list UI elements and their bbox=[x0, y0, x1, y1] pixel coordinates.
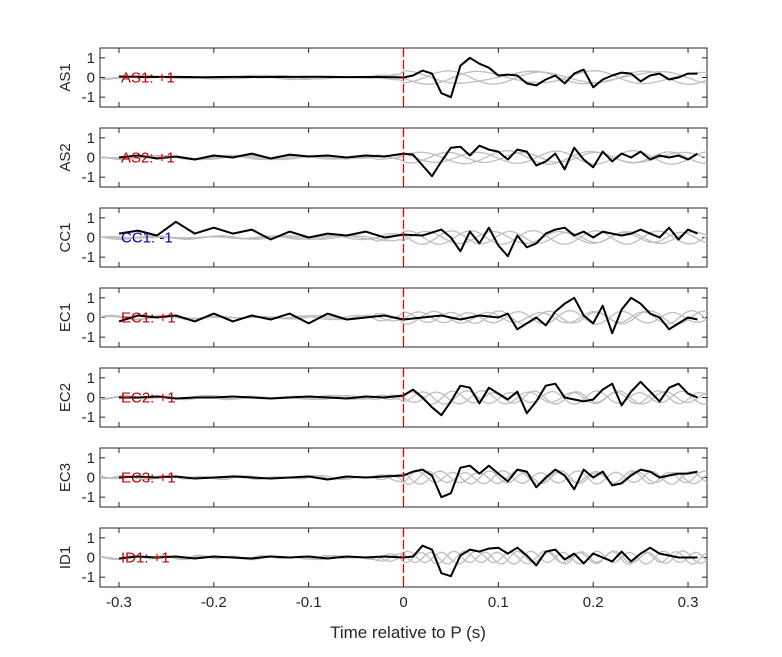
main-trace bbox=[118, 544, 698, 578]
panel-ec3: 1 0 -1 EC3 EC3: +1 bbox=[57, 447, 708, 508]
y-axis-label: AS1 bbox=[57, 63, 74, 91]
y-tick-label: 1 bbox=[87, 370, 95, 387]
panel-plot-area bbox=[100, 288, 707, 347]
main-trace bbox=[119, 380, 698, 417]
polarity-annotation: EC1: +1 bbox=[121, 310, 176, 327]
panel-ec1: 1 0 -1 EC1 EC1: +1 bbox=[57, 287, 708, 348]
x-tick-label: -0.2 bbox=[201, 594, 227, 611]
y-tick-label: 0 bbox=[87, 230, 95, 247]
panel-as1: 1 0 -1 AS1 AS1: +1 bbox=[57, 47, 708, 108]
y-tick-label: 1 bbox=[87, 130, 95, 147]
y-tick-label: 1 bbox=[87, 450, 95, 467]
main-trace bbox=[118, 144, 699, 178]
y-tick-label: -1 bbox=[82, 89, 95, 106]
panel-plot-area bbox=[100, 528, 707, 587]
y-tick-label: -1 bbox=[82, 569, 95, 586]
x-axis: -0.3 -0.2 -0.1 0 0.1 0.2 0.3 bbox=[106, 594, 698, 611]
panel-plot-area bbox=[100, 48, 707, 107]
polarity-annotation: AS1: +1 bbox=[121, 70, 175, 87]
panels-layer: 1 0 -1 AS1 AS1: +1 1 0 -1 AS2 AS2: +1 1 0 -1 CC1 CC1: … bbox=[57, 47, 708, 588]
x-tick-label: -0.1 bbox=[296, 594, 322, 611]
y-tick-label: 1 bbox=[87, 210, 95, 227]
y-axis-label: EC1 bbox=[57, 303, 74, 332]
panel-id1: 1 0 -1 ID1 ID1: +1 bbox=[57, 527, 708, 588]
y-tick-label: -1 bbox=[82, 329, 95, 346]
x-tick-label: -0.3 bbox=[106, 594, 132, 611]
y-tick-label: 0 bbox=[87, 550, 95, 567]
panel-as2: 1 0 -1 AS2 AS2: +1 bbox=[57, 127, 708, 188]
polarity-annotation: ID1: +1 bbox=[121, 550, 170, 567]
y-tick-label: 1 bbox=[87, 50, 95, 67]
polarity-annotation: EC2: +1 bbox=[121, 390, 176, 407]
x-axis-label: Time relative to P (s) bbox=[330, 623, 486, 642]
x-tick-label: 0.3 bbox=[678, 594, 699, 611]
panel-plot-area bbox=[100, 128, 707, 187]
y-tick-label: -1 bbox=[82, 249, 95, 266]
x-tick-label: 0.2 bbox=[583, 594, 604, 611]
y-tick-label: -1 bbox=[82, 409, 95, 426]
panel-cc1: 1 0 -1 CC1 CC1: -1 bbox=[57, 207, 708, 268]
panel-plot-area bbox=[100, 448, 707, 507]
y-tick-label: 0 bbox=[87, 390, 95, 407]
y-axis-label: CC1 bbox=[57, 222, 74, 252]
x-tick-label: 0 bbox=[399, 594, 407, 611]
polarity-annotation: AS2: +1 bbox=[121, 150, 175, 167]
y-tick-label: 0 bbox=[87, 70, 95, 87]
main-trace bbox=[118, 464, 698, 499]
x-tick-label: 0.1 bbox=[488, 594, 509, 611]
main-trace bbox=[118, 296, 698, 335]
y-tick-label: 1 bbox=[87, 290, 95, 307]
y-tick-label: 1 bbox=[87, 530, 95, 547]
y-tick-label: 0 bbox=[87, 310, 95, 327]
y-axis-label: EC3 bbox=[57, 463, 74, 492]
panel-plot-area bbox=[100, 208, 707, 267]
polarity-annotation: CC1: -1 bbox=[121, 230, 173, 247]
y-axis-label: ID1 bbox=[57, 546, 74, 569]
y-tick-label: 0 bbox=[87, 470, 95, 487]
y-axis-label: EC2 bbox=[57, 383, 74, 412]
panel-plot-area bbox=[100, 368, 707, 427]
main-trace bbox=[118, 220, 698, 258]
y-tick-label: -1 bbox=[82, 489, 95, 506]
y-tick-label: 0 bbox=[87, 150, 95, 167]
panel-ec2: 1 0 -1 EC2 EC2: +1 bbox=[57, 367, 708, 428]
y-axis-label: AS2 bbox=[57, 143, 74, 171]
main-trace bbox=[118, 56, 698, 99]
polarity-annotation: EC3: +1 bbox=[121, 470, 176, 487]
y-tick-label: -1 bbox=[82, 169, 95, 186]
background-trace bbox=[100, 550, 707, 565]
